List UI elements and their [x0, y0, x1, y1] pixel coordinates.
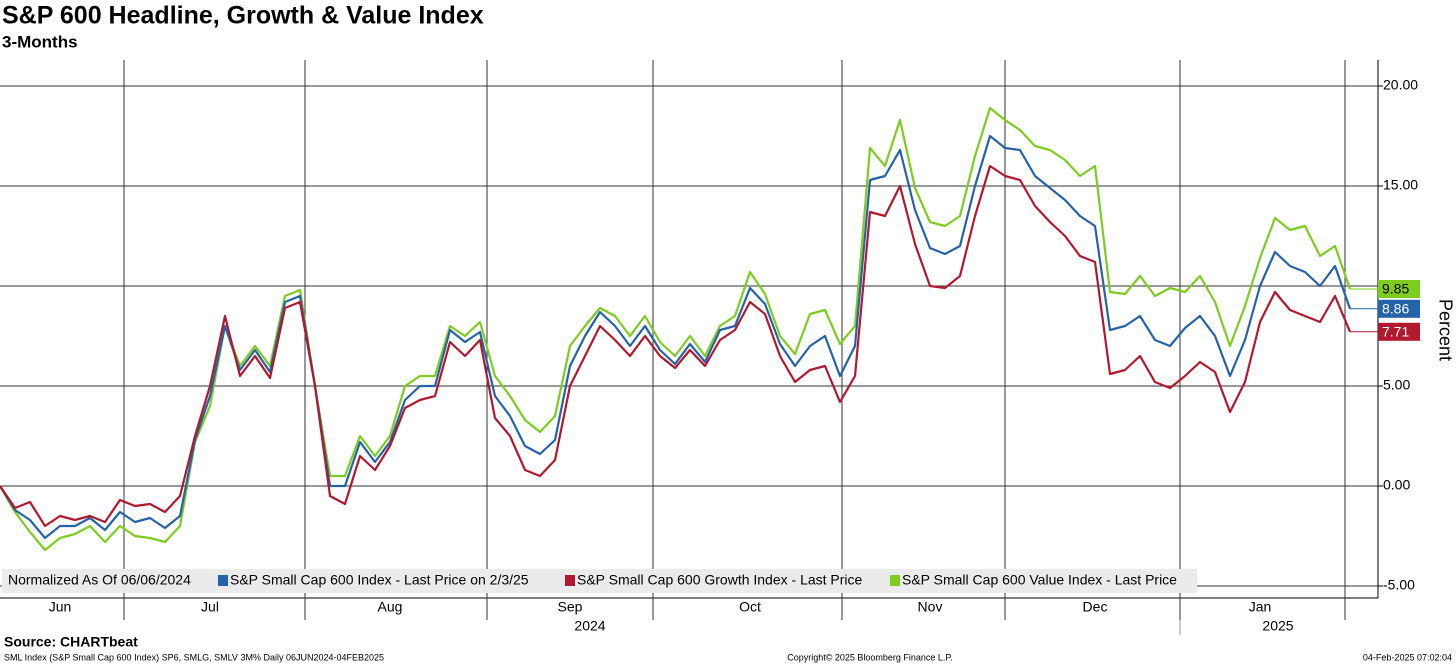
series-line: [0, 134, 1352, 540]
last-value-label: 8.86: [1382, 301, 1409, 317]
year-label: 2024: [574, 618, 605, 634]
y-tick-label: 0.00: [1383, 477, 1410, 493]
last-value-box: [1378, 280, 1420, 298]
y-tick-label: 15.00: [1383, 177, 1418, 193]
x-tick-label: Aug: [378, 599, 403, 615]
legend-box: [2, 569, 1197, 593]
y-axis-label: Percent: [1435, 299, 1455, 361]
legend-swatch: [890, 575, 900, 586]
legend-label: S&P Small Cap 600 Index - Last Price on …: [230, 572, 529, 588]
y-tick-label: 5.00: [1383, 377, 1410, 393]
x-tick-label: Sep: [558, 599, 583, 615]
x-tick-label: Jul: [201, 599, 219, 615]
x-tick-label: Jan: [1249, 599, 1272, 615]
last-value-box: [1378, 299, 1420, 318]
legend-swatch: [565, 575, 575, 586]
legend-note: Normalized As Of 06/06/2024: [8, 572, 191, 588]
last-value-label: 9.85: [1382, 281, 1409, 297]
legend-swatch: [218, 575, 228, 586]
last-value-box: [1378, 322, 1420, 341]
x-tick-label: Oct: [739, 599, 761, 615]
last-value-label: 7.71: [1382, 324, 1409, 340]
plot-area: [0, 60, 1379, 635]
x-tick-label: Nov: [918, 599, 943, 615]
legend-label: S&P Small Cap 600 Growth Index - Last Pr…: [577, 572, 863, 588]
chart-subtitle: 3-Months: [2, 32, 78, 51]
year-label: 2025: [1262, 618, 1293, 634]
y-tick-label: -5.00: [1383, 577, 1415, 593]
x-tick-label: Jun: [49, 599, 72, 615]
footer-right: 04-Feb-2025 07:02:04: [1363, 652, 1452, 662]
series-line: [0, 164, 1352, 528]
x-tick-label: Dec: [1083, 599, 1108, 615]
source: Source: CHARTbeat: [4, 634, 138, 650]
footer-left: SML Index (S&P Small Cap 600 Index) SP6,…: [4, 652, 384, 662]
legend-label: S&P Small Cap 600 Value Index - Last Pri…: [902, 572, 1177, 588]
chart-title: S&P 600 Headline, Growth & Value Index: [2, 2, 484, 30]
footer-center: Copyright© 2025 Bloomberg Finance L.P.: [787, 652, 953, 662]
y-tick-label: 20.00: [1383, 77, 1418, 93]
